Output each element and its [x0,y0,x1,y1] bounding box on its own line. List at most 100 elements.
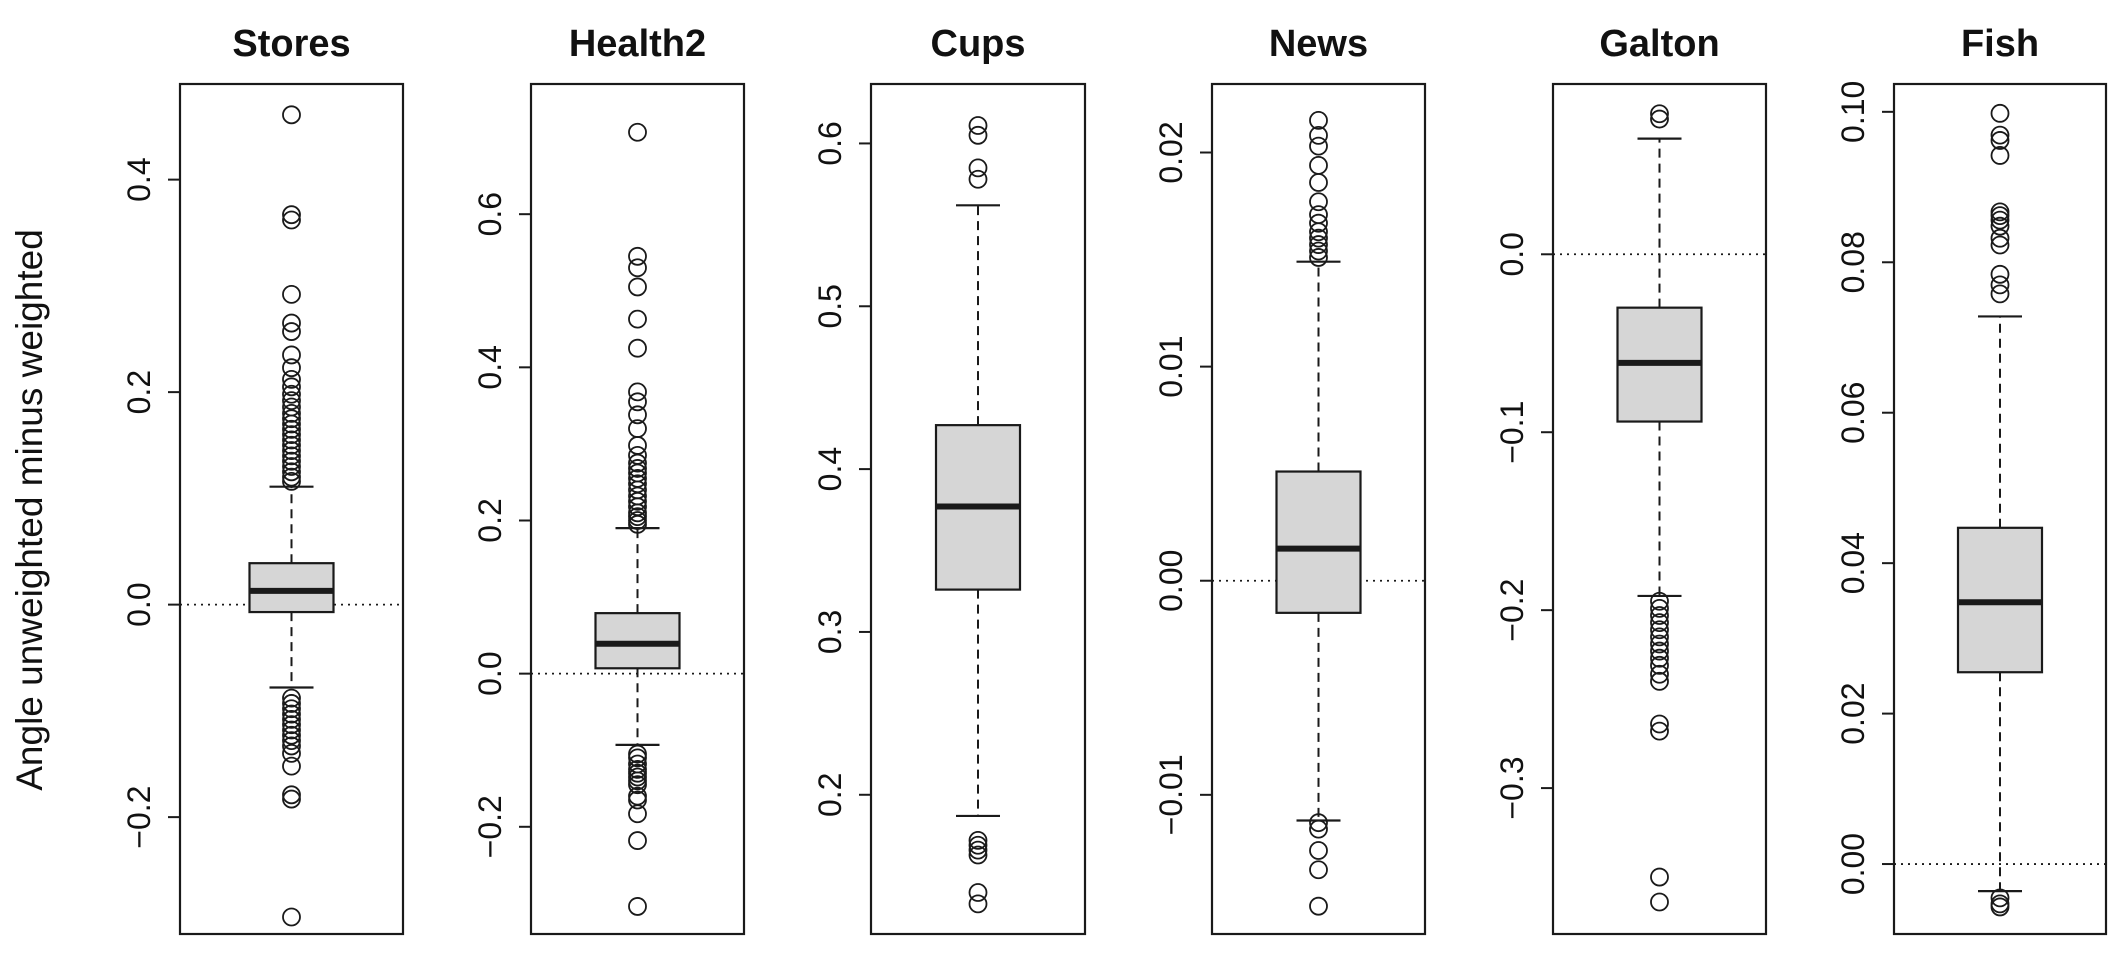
y-tick-label: −0.2 [472,795,508,858]
y-tick-label: 0.08 [1835,231,1871,293]
outlier-point [1650,648,1669,668]
outlier-point [1309,819,1328,839]
y-tick-label: −0.01 [1153,754,1189,835]
outlier-point [282,409,301,429]
outlier-point [282,715,301,735]
outlier-point [628,338,647,358]
outlier-point [282,704,301,724]
outlier-point [282,205,301,225]
y-tick-label: 0.3 [812,610,848,654]
y-tick-label: 0.0 [472,651,508,695]
outlier-point [282,210,301,230]
y-tick-label: 0.10 [1835,81,1871,143]
outlier-point [282,736,301,756]
outlier-point [1650,598,1669,618]
outlier-point [628,459,647,478]
outlier-point [1309,136,1328,156]
y-tick-label: 0.4 [812,447,848,491]
outlier-point [1990,235,2010,255]
outlier-point [1990,103,2010,123]
outlier-point [628,790,647,810]
outlier-point [1650,671,1669,691]
outlier-point [1309,222,1328,242]
outlier-point [1309,192,1328,212]
outlier-point [628,392,647,412]
outlier-point [628,277,647,297]
outlier-point [1309,813,1328,833]
outlier-point [628,804,647,824]
y-tick-label: −0.3 [1494,757,1530,820]
panel-stores: Stores −0.2 0.0 0.2 0.4 [121,23,405,936]
panel-frame [178,82,405,936]
outlier-point [282,105,301,125]
outlier-point [968,830,988,850]
outlier-point [1990,228,2010,248]
outlier-point [282,725,301,745]
y-tick-label: 0.5 [812,284,848,328]
panel-title: News [1269,23,1368,65]
outlier-point [282,391,301,411]
outlier-point [628,122,647,142]
outlier-point [968,845,988,865]
iqr-box [248,562,335,614]
panel-galton: Galton −0.3 −0.2 −0.1 0.0 [1494,23,1768,936]
outlier-point [968,840,988,860]
outlier-point [1650,664,1669,684]
panel-news: News −0.01 0.00 0.01 0.02 [1153,23,1427,936]
outlier-point [1990,897,2010,917]
outlier-point [1650,613,1669,633]
outlier-point [628,258,647,278]
outlier-point [1309,155,1328,175]
outlier-point [1309,228,1328,248]
outlier-point [282,369,301,389]
outlier-point [282,743,301,763]
outlier-point [1650,104,1669,124]
panel-frame [1210,82,1427,936]
outlier-point [1990,206,2010,226]
outlier-point [1990,264,2010,284]
outlier-point [1309,860,1328,880]
outlier-point [628,405,647,425]
outlier-point [1650,655,1669,675]
y-axis-label: Angle unweighted minus weighted [9,229,50,791]
outlier-point [1650,109,1669,129]
panel-frame [1892,82,2108,936]
outlier-point [628,748,647,768]
outlier-point [968,158,988,178]
outlier-point [1990,131,2010,150]
y-tick-label: −0.2 [121,786,157,849]
panels-group: Stores −0.2 0.0 0.2 0.4 Health2 −0.2 0.0 0.2 0.4 0… [121,23,2108,936]
y-tick-label: 0.2 [121,370,157,414]
outlier-point [282,756,301,776]
outlier-point [968,169,988,189]
outlier-point [1650,634,1669,654]
outlier-point [1309,213,1328,233]
outlier-point [628,246,647,266]
outlier-point [282,467,301,487]
outlier-point [1309,841,1328,860]
outlier-point [282,907,301,927]
outlier-point [1309,241,1328,261]
outlier-point [1650,627,1669,647]
outlier-point [282,403,301,423]
outlier-point [282,462,301,482]
panel-title: Galton [1599,23,1719,65]
outlier-point [1309,110,1328,130]
outlier-point [968,835,988,855]
y-tick-label: 0.00 [1153,550,1189,612]
outlier-point [282,322,301,341]
outlier-point [628,491,647,511]
y-tick-label: 0.2 [472,498,508,542]
outlier-point [1309,235,1328,254]
outlier-point [628,775,647,795]
y-tick-label: 0.01 [1153,335,1189,397]
outlier-point [1309,896,1328,916]
outlier-point [1990,888,2010,908]
outlier-point [628,382,647,402]
outlier-point [1650,641,1669,661]
outlier-point [282,789,301,809]
outlier-point [282,451,301,471]
outlier-point [282,720,301,740]
outlier-point [282,358,301,378]
y-tick-label: 0.0 [121,582,157,626]
